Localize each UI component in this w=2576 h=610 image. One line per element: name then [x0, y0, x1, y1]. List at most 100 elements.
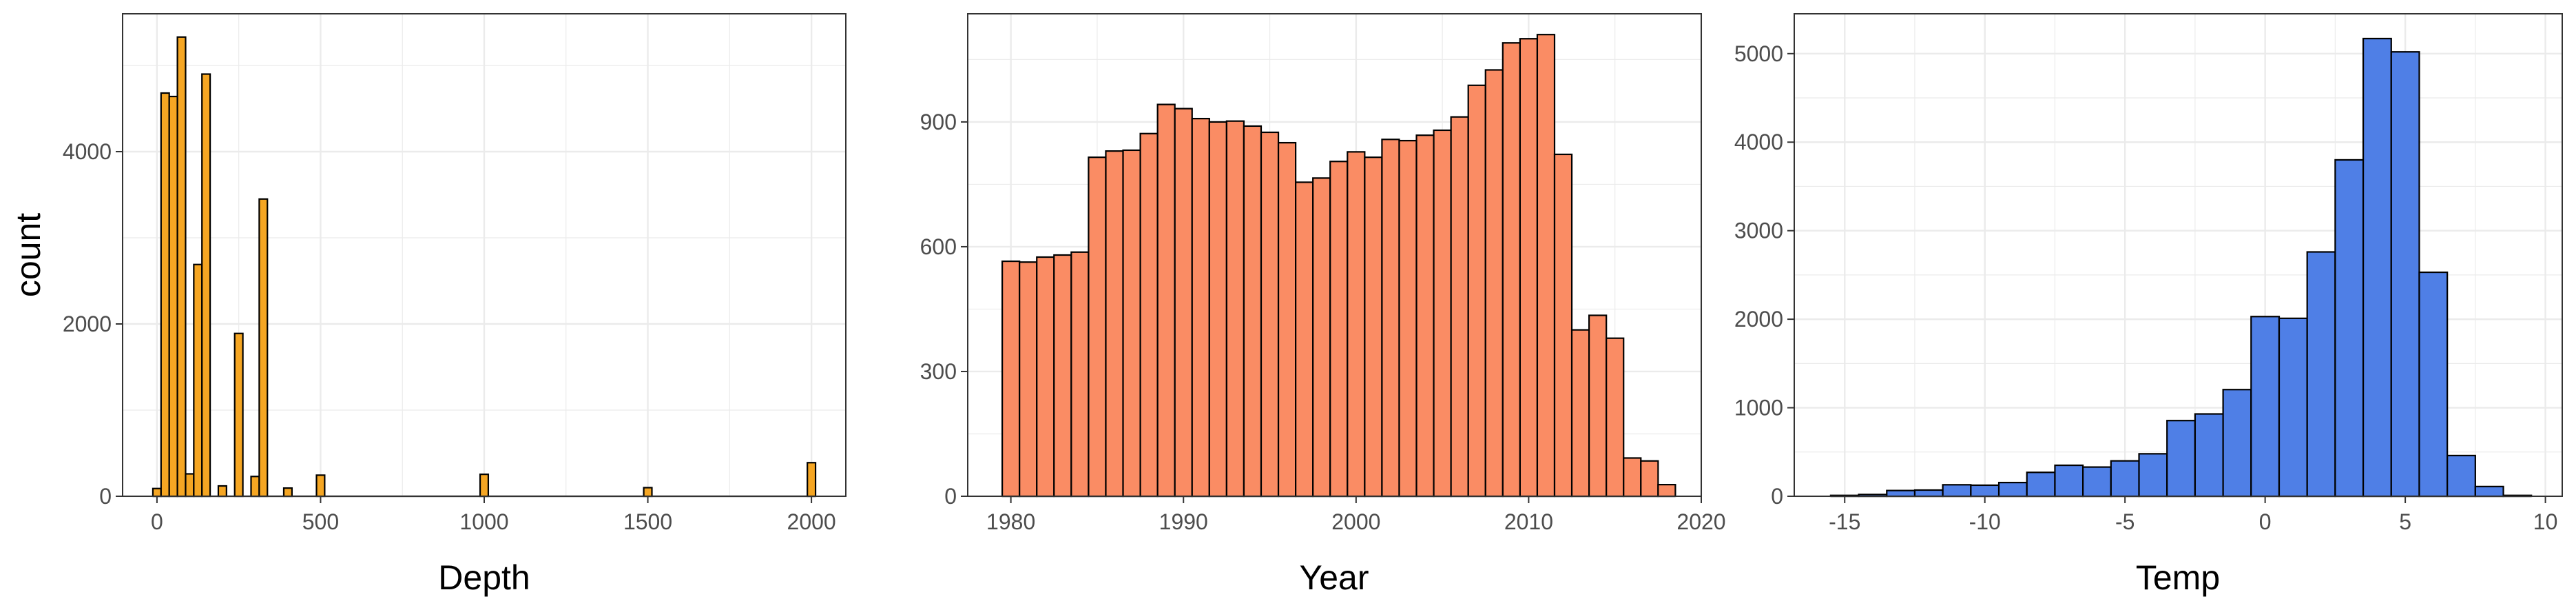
depth-histogram-bar	[152, 487, 162, 498]
year-bars	[1001, 34, 1676, 498]
temp-histogram-bar	[2250, 316, 2281, 498]
year-histogram-bar	[1570, 329, 1590, 498]
temp-histogram-bar	[2082, 466, 2112, 498]
depth-histogram-bar	[250, 476, 260, 498]
depth-histogram-bar	[282, 487, 293, 498]
year-histogram-bar	[1088, 156, 1107, 498]
depth-histogram-bar	[258, 198, 269, 498]
temp-y-ticks: 0 1000 2000 3000 4000 5000	[1734, 41, 1794, 509]
year-histogram-bar	[1225, 120, 1245, 498]
temp-histogram-bar	[1997, 481, 2028, 498]
depth-y-ticks: 0 2000 4000	[63, 139, 123, 509]
year-x-tick-label: 1990	[1159, 509, 1208, 534]
year-histogram-bar	[1450, 116, 1469, 498]
year-x-axis-label: Year	[1299, 558, 1369, 597]
year-y-tick-label: 600	[920, 234, 957, 259]
depth-histogram-bar	[160, 92, 170, 498]
year-histogram-bar	[1398, 139, 1417, 498]
depth-y-tick-label: 0	[99, 484, 112, 509]
temp-histogram-bar	[2110, 460, 2140, 498]
year-histogram-bar	[1208, 121, 1227, 498]
year-histogram-bar	[1415, 134, 1435, 498]
temp-histogram-bar	[1942, 484, 1972, 498]
year-histogram-bar	[1640, 460, 1659, 498]
depth-histogram-bar	[201, 73, 211, 498]
year-histogram-bar	[1174, 108, 1193, 498]
depth-gridlines	[123, 14, 846, 498]
year-plot-border	[967, 13, 1702, 497]
temp-y-tick-label: 0	[1771, 484, 1783, 509]
depth-histogram-bar	[807, 462, 817, 498]
depth-x-tick-label: 0	[151, 509, 163, 534]
year-x-tick-label: 2000	[1331, 509, 1380, 534]
depth-y-axis-label: count	[9, 213, 48, 297]
temp-histogram-bar	[2447, 454, 2476, 498]
temp-x-ticks: -15 -10 -5 0 5 10	[1829, 496, 2557, 534]
year-histogram-bar	[1553, 153, 1573, 498]
temp-histogram-bar	[2474, 485, 2504, 498]
depth-histogram-bar	[217, 485, 227, 498]
depth-x-tick-label: 1000	[459, 509, 508, 534]
depth-y-tick-label: 4000	[63, 139, 112, 164]
temp-y-tick-label: 4000	[1734, 130, 1783, 154]
year-histogram-bar	[1606, 337, 1625, 498]
temp-x-tick-label: 10	[2533, 509, 2558, 534]
year-histogram-bar	[1329, 161, 1349, 498]
year-histogram-bar	[1433, 129, 1452, 498]
temp-x-tick-label: 0	[2259, 509, 2272, 534]
year-y-ticks: 0 300 600 900	[920, 110, 968, 509]
year-histogram-bar	[1364, 156, 1383, 498]
temp-histogram-bar	[2278, 317, 2308, 498]
depth-histogram-bar	[315, 474, 326, 498]
temp-y-tick-label: 5000	[1734, 41, 1783, 66]
temp-x-tick-label: -15	[1829, 509, 1860, 534]
year-x-tick-label: 2020	[1676, 509, 1725, 534]
depth-histogram-bar	[479, 474, 490, 498]
year-x-tick-label: 1980	[986, 509, 1035, 534]
temp-histogram-bar	[2222, 389, 2252, 498]
depth-x-tick-label: 2000	[787, 509, 836, 534]
year-x-ticks: 1980 1990 2000 2010 2020	[986, 496, 1726, 534]
year-histogram-bar	[1019, 261, 1038, 498]
year-histogram-bar	[1191, 117, 1210, 498]
depth-x-tick-label: 1500	[623, 509, 672, 534]
year-histogram-bar	[1484, 69, 1504, 498]
year-y-tick-label: 900	[920, 110, 957, 134]
depth-histogram-bar	[193, 263, 203, 498]
temp-y-tick-label: 1000	[1734, 396, 1783, 420]
year-histogram-bar	[1519, 38, 1539, 498]
year-histogram-bar	[1243, 125, 1263, 498]
depth-histogram-bar	[176, 36, 187, 498]
year-histogram-bar	[1467, 84, 1486, 498]
year-histogram-panel: 1980 1990 2000 2010 2020 0 300 600 900 Year	[920, 13, 1726, 597]
temp-histogram-bar	[2194, 413, 2224, 498]
depth-histogram-bar	[168, 95, 178, 498]
year-histogram-bar	[1260, 131, 1280, 498]
year-histogram-bar	[1277, 141, 1297, 498]
temp-bars	[1829, 37, 2533, 498]
year-histogram-bar	[1657, 484, 1676, 498]
temp-x-tick-label: -5	[2115, 509, 2134, 534]
depth-histogram-bar	[643, 487, 653, 498]
temp-histogram-bar	[2054, 464, 2084, 498]
year-histogram-bar	[1347, 151, 1366, 498]
year-histogram-bar	[1001, 260, 1021, 498]
depth-histogram-bar	[185, 473, 195, 498]
year-histogram-bar	[1295, 181, 1314, 498]
year-histogram-bar	[1623, 457, 1642, 498]
temp-plot-border	[1794, 13, 2563, 497]
year-histogram-bar	[1070, 251, 1090, 498]
depth-histogram-panel: 0 500 1000 1500 2000 0 2000 4000 Depth count	[9, 13, 846, 597]
depth-x-tick-label: 500	[302, 509, 339, 534]
year-histogram-bar	[1312, 177, 1331, 498]
temp-histogram-panel: -15 -10 -5 0 5 10 0 1000 2000 3000 4000 5000 Temp	[1734, 13, 2563, 597]
temp-histogram-bar	[2306, 251, 2336, 498]
year-histogram-bar	[1053, 254, 1072, 498]
year-histogram-bar	[1156, 103, 1176, 498]
year-histogram-bar	[1139, 132, 1159, 498]
year-histogram-bar	[1502, 42, 1521, 498]
temp-histogram-bar	[1970, 484, 2000, 498]
temp-x-axis-label: Temp	[2136, 558, 2220, 597]
temp-histogram-bar	[1913, 489, 1944, 498]
